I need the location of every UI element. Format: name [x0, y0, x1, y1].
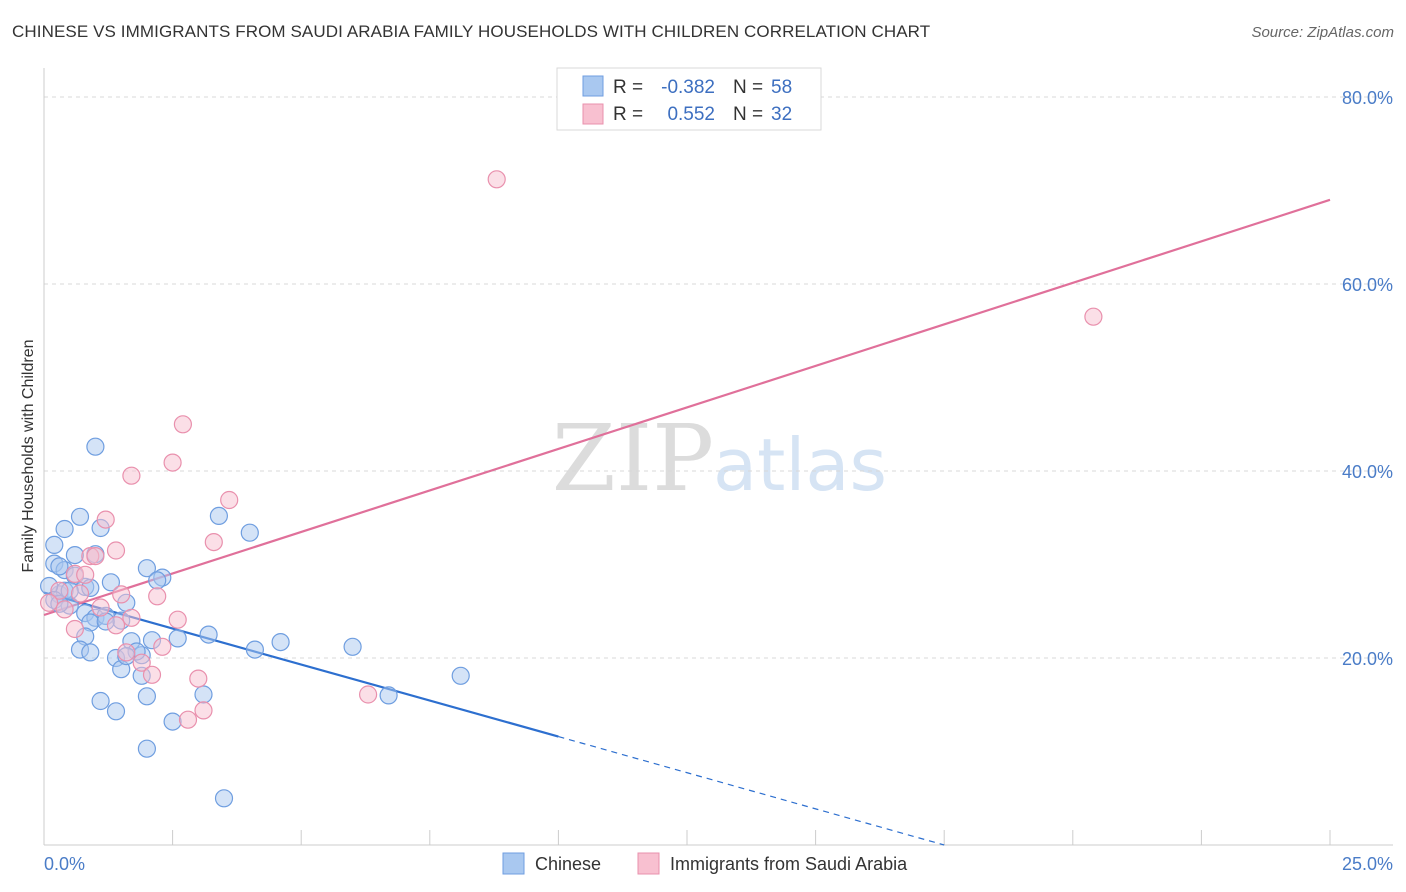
legend-r-value-saudi: 0.552: [667, 104, 715, 125]
source-label: Source: ZipAtlas.com: [1251, 24, 1394, 41]
chinese-point[interactable]: [194, 685, 213, 704]
saudi-point[interactable]: [122, 608, 141, 627]
chinese-point[interactable]: [379, 686, 398, 705]
saudi-point[interactable]: [142, 665, 162, 684]
chinese-point[interactable]: [137, 559, 156, 578]
saudi-point[interactable]: [220, 490, 239, 510]
chinese-point[interactable]: [199, 625, 218, 644]
saudi-point[interactable]: [76, 565, 95, 584]
saudi-point[interactable]: [487, 170, 506, 189]
legend-r-label-saudi: R =: [613, 104, 643, 125]
saudi-point[interactable]: [117, 643, 136, 662]
saudi-point[interactable]: [106, 541, 126, 560]
chinese-point[interactable]: [137, 739, 156, 758]
saudi-point[interactable]: [148, 587, 167, 606]
legend-n-label-chinese: N =: [733, 77, 763, 98]
data-points: [39, 170, 1103, 808]
chinese-point[interactable]: [106, 702, 126, 721]
chinese-point[interactable]: [65, 545, 85, 565]
chinese-point[interactable]: [148, 571, 167, 590]
saudi-point[interactable]: [1084, 307, 1103, 326]
chinese-point[interactable]: [451, 666, 470, 685]
saudi-point[interactable]: [194, 701, 213, 720]
series-legend: Chinese Immigrants from Saudi Arabia: [502, 852, 908, 875]
saudi-point[interactable]: [359, 685, 378, 704]
saudi-point[interactable]: [55, 600, 74, 619]
saudi-point[interactable]: [204, 532, 223, 552]
chinese-point[interactable]: [70, 507, 90, 526]
chinese-point[interactable]: [209, 506, 228, 526]
chinese-point[interactable]: [91, 691, 110, 711]
chinese-point[interactable]: [168, 629, 187, 648]
series-legend-swatch-chinese[interactable]: [502, 852, 525, 875]
gridlines: [44, 96, 1393, 659]
saudi-point[interactable]: [91, 598, 110, 617]
chinese-point[interactable]: [163, 712, 182, 731]
tick-labels: 20.0% 40.0% 60.0% 80.0% 0.0% 25.0%: [44, 88, 1393, 874]
legend-swatch-saudi: [582, 103, 604, 125]
chinese-point[interactable]: [101, 573, 121, 592]
saudi-point[interactable]: [122, 466, 141, 485]
chinese-point[interactable]: [214, 789, 234, 808]
chinese-point[interactable]: [81, 643, 100, 662]
saudi-point[interactable]: [112, 585, 131, 604]
saudi-point[interactable]: [39, 593, 59, 612]
saudi-point[interactable]: [153, 637, 172, 656]
chart-title: CHINESE VS IMMIGRANTS FROM SAUDI ARABIA …: [12, 22, 931, 41]
legend-n-value-chinese: 58: [771, 77, 792, 98]
saudi-point[interactable]: [50, 581, 69, 600]
legend-r-value-chinese: -0.382: [661, 77, 715, 98]
saudi-point[interactable]: [132, 653, 151, 672]
chinese-point[interactable]: [271, 632, 290, 652]
chinese-point[interactable]: [343, 637, 362, 656]
chinese-point[interactable]: [86, 437, 105, 456]
watermark-atlas: atlas: [713, 423, 887, 507]
series-legend-label-saudi: Immigrants from Saudi Arabia: [670, 854, 908, 874]
chinese-point[interactable]: [245, 640, 264, 659]
saudi-point[interactable]: [86, 546, 105, 566]
saudi-point[interactable]: [96, 510, 115, 529]
axes: [43, 68, 1393, 846]
saudi-point[interactable]: [70, 584, 90, 603]
correlation-legend: R = -0.382 N = 58 R = 0.552 N = 32: [556, 67, 822, 131]
chinese-point[interactable]: [45, 535, 64, 555]
saudi-point[interactable]: [173, 415, 192, 434]
y-tick-label: 60.0%: [1342, 275, 1393, 295]
chinese-point[interactable]: [50, 557, 69, 576]
saudi-point[interactable]: [65, 619, 85, 639]
legend-swatch-chinese: [582, 75, 604, 97]
y-tick-label: 40.0%: [1342, 462, 1393, 482]
saudi-point[interactable]: [106, 616, 126, 635]
series-legend-swatch-saudi[interactable]: [637, 852, 660, 875]
saudi-point[interactable]: [163, 453, 182, 472]
saudi-point[interactable]: [189, 669, 208, 688]
chinese-point[interactable]: [240, 523, 259, 542]
watermark-zip: ZIP: [552, 405, 714, 512]
x-tick-label: 25.0%: [1342, 854, 1393, 874]
legend-n-value-saudi: 32: [771, 104, 792, 125]
y-tick-label: 20.0%: [1342, 649, 1393, 669]
series-legend-label-chinese: Chinese: [535, 854, 601, 874]
x-tick-label: 0.0%: [44, 854, 85, 874]
chinese-point[interactable]: [137, 687, 156, 706]
chinese-point[interactable]: [55, 519, 74, 539]
legend-n-label-saudi: N =: [733, 104, 763, 125]
watermark: ZIP atlas: [552, 405, 887, 512]
legend-r-label-chinese: R =: [613, 77, 643, 98]
chinese-trend-line-extension: [558, 735, 945, 846]
y-tick-label: 80.0%: [1342, 88, 1393, 108]
saudi-point[interactable]: [168, 610, 187, 629]
saudi-point[interactable]: [178, 710, 198, 729]
y-axis-label: Family Households with Children: [20, 340, 37, 573]
trend-lines: [43, 198, 1331, 846]
saudi-trend-line: [43, 198, 1331, 617]
